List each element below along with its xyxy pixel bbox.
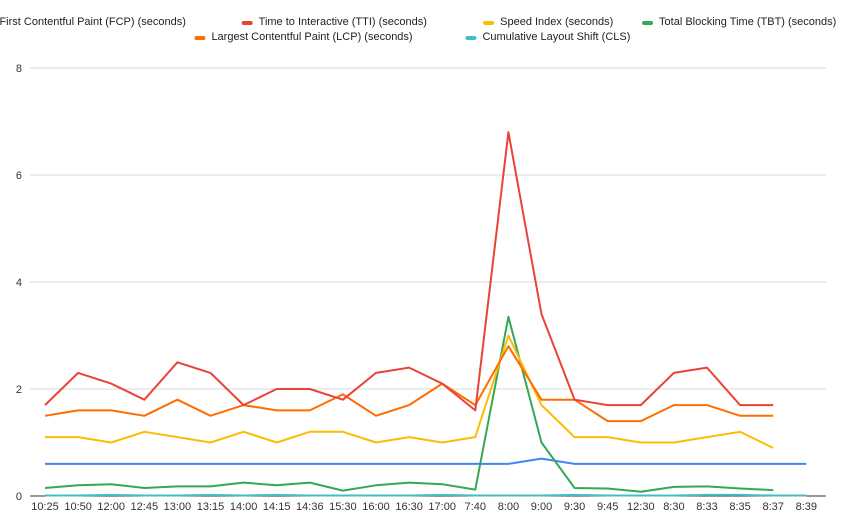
x-tick-label: 10:50 xyxy=(64,501,92,513)
series-line xyxy=(44,345,774,423)
x-tick-label: 9:00 xyxy=(531,501,552,513)
x-tick-label: 16:00 xyxy=(362,501,390,513)
x-tick-label: 13:15 xyxy=(197,501,225,513)
legend-label: First Contentful Paint (FCP) (seconds) xyxy=(0,16,186,28)
legend-swatch xyxy=(194,36,206,40)
y-tick-label: 2 xyxy=(16,384,22,396)
series-line xyxy=(45,493,807,497)
series-line xyxy=(44,131,774,412)
x-tick-label: 13:00 xyxy=(164,501,192,513)
legend-swatch xyxy=(483,21,495,25)
legend-label: Cumulative Layout Shift (CLS) xyxy=(482,31,630,43)
series-line xyxy=(45,334,774,449)
x-tick-label: 9:30 xyxy=(564,501,585,513)
legend-swatch xyxy=(241,21,253,25)
x-tick-label: 7:40 xyxy=(465,501,486,513)
y-tick-label: 4 xyxy=(16,277,22,289)
x-tick-label: 8:37 xyxy=(762,501,783,513)
x-tick-label: 8:33 xyxy=(696,501,717,513)
x-tick-label: 8:35 xyxy=(729,501,750,513)
x-tick-label: 12:45 xyxy=(131,501,159,513)
series-line xyxy=(45,457,807,465)
x-tick-label: 14:36 xyxy=(296,501,324,513)
y-tick-label: 6 xyxy=(16,170,22,182)
series-line xyxy=(44,315,774,493)
x-tick-label: 15:30 xyxy=(329,501,357,513)
y-axis-ticks: 0 2 4 6 8 xyxy=(16,63,22,503)
legend-label: Largest Contentful Paint (LCP) (seconds) xyxy=(211,31,412,43)
x-axis-ticks: 10:25 10:50 12:00 12:45 13:00 13:15 14:00 14:15… xyxy=(31,501,817,513)
x-tick-label: 8:30 xyxy=(663,501,684,513)
legend-label: Speed Index (seconds) xyxy=(500,16,613,28)
x-tick-label: 14:00 xyxy=(230,501,258,513)
x-tick-label: 8:39 xyxy=(796,501,817,513)
x-tick-label: 9:45 xyxy=(597,501,618,513)
legend-swatch xyxy=(642,21,654,25)
series-lines xyxy=(44,131,807,497)
legend: First Contentful Paint (FCP) (seconds) Ti… xyxy=(0,16,836,43)
x-tick-label: 12:00 xyxy=(97,501,125,513)
x-tick-label: 10:25 xyxy=(31,501,59,513)
x-tick-label: 8:00 xyxy=(498,501,519,513)
legend-swatch xyxy=(465,36,477,40)
legend-label: Time to Interactive (TTI) (seconds) xyxy=(259,16,427,28)
y-tick-label: 8 xyxy=(16,63,22,75)
x-tick-label: 14:15 xyxy=(263,501,291,513)
y-tick-label: 0 xyxy=(16,491,22,503)
x-tick-label: 17:00 xyxy=(428,501,456,513)
x-tick-label: 16:30 xyxy=(395,501,423,513)
legend-label: Total Blocking Time (TBT) (seconds) xyxy=(659,16,836,28)
x-tick-label: 12:30 xyxy=(627,501,655,513)
